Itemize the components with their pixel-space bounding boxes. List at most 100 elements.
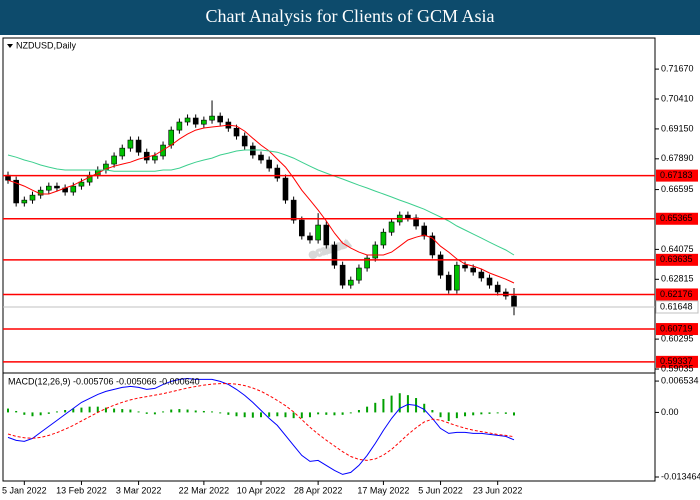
histogram-bar xyxy=(317,412,320,415)
last-price-label: 0.61648 xyxy=(660,301,693,311)
y-tick-label: 0.00 xyxy=(661,407,679,417)
candle-body xyxy=(470,267,476,273)
candle-body xyxy=(339,264,346,286)
candle-body xyxy=(421,225,428,237)
candle-body xyxy=(388,221,395,233)
candle-body xyxy=(274,167,281,179)
histogram-bar xyxy=(488,412,491,414)
histogram-bar xyxy=(390,395,393,413)
histogram-bar xyxy=(480,412,483,415)
y-tick-label: 0.69150 xyxy=(661,123,694,133)
candle-body xyxy=(356,267,362,281)
histogram-bar xyxy=(80,407,83,413)
x-tick-label: 28 Apr 2022 xyxy=(294,485,343,495)
y-tick-label: 0.66595 xyxy=(661,184,694,194)
candle-body xyxy=(209,115,215,121)
candle-body xyxy=(250,145,256,156)
histogram-bar xyxy=(341,412,344,415)
histogram-bar xyxy=(178,409,181,413)
x-tick-label: 17 May 2022 xyxy=(357,485,409,495)
histogram-bar xyxy=(431,410,434,413)
level-label: 0.60719 xyxy=(660,323,693,333)
histogram-bar xyxy=(333,412,336,416)
candle-body xyxy=(192,117,199,125)
last-price-box xyxy=(655,300,699,314)
histogram-bar xyxy=(23,412,26,415)
candle-body xyxy=(233,127,240,137)
y-tick-label: 0.71670 xyxy=(661,63,694,73)
y-tick-label: -0.013464 xyxy=(661,471,700,481)
level-label-box xyxy=(656,253,698,266)
candle-body xyxy=(486,277,493,286)
histogram-bar xyxy=(96,406,99,413)
symbol-arrow xyxy=(7,44,13,48)
histogram-bar xyxy=(113,408,116,413)
histogram-bar xyxy=(300,412,303,419)
candle-body xyxy=(176,121,183,131)
symbol-title: NZDUSD,Daily xyxy=(16,40,77,50)
candle-body xyxy=(323,224,330,246)
histogram-bar xyxy=(292,412,295,419)
histogram-bar xyxy=(439,412,442,418)
histogram-bar xyxy=(211,411,214,413)
histogram-bar xyxy=(202,410,205,413)
histogram-bar xyxy=(39,412,42,416)
histogram-bar xyxy=(72,408,75,413)
x-tick-label: 23 Jun 2022 xyxy=(473,485,523,495)
level-label-box xyxy=(656,288,698,301)
level-label-box xyxy=(656,355,698,368)
candle-body xyxy=(119,147,126,157)
level-label: 0.59337 xyxy=(660,356,693,366)
candle-body xyxy=(331,244,338,266)
candle-body xyxy=(405,214,411,219)
candle-body xyxy=(152,155,158,161)
histogram-bar xyxy=(15,410,18,413)
candle-body xyxy=(282,177,289,201)
histogram-bar xyxy=(504,412,507,414)
histogram-bar xyxy=(398,393,401,413)
moving-average xyxy=(7,149,515,256)
histogram-bar xyxy=(219,412,222,414)
candle-body xyxy=(241,135,248,147)
candle-body xyxy=(127,139,134,149)
candle-body xyxy=(380,231,387,246)
candle-body xyxy=(478,271,485,279)
histogram-bar xyxy=(496,412,499,414)
histogram-bar xyxy=(284,412,287,418)
level-label: 0.67183 xyxy=(660,170,693,180)
level-label: 0.62176 xyxy=(660,289,693,299)
title-bar xyxy=(0,0,700,35)
histogram-bar xyxy=(423,403,426,413)
level-label-box xyxy=(656,212,698,225)
histogram-bar xyxy=(47,412,50,414)
y-tick-label: 0.64075 xyxy=(661,244,694,254)
histogram-bar xyxy=(121,409,124,413)
histogram-bar xyxy=(276,412,279,417)
candle-body xyxy=(437,254,444,276)
candle-body xyxy=(307,235,313,241)
candle-body xyxy=(13,179,19,204)
histogram-bar xyxy=(129,409,132,413)
y-tick-label: 0.006534 xyxy=(661,375,699,385)
candle-body xyxy=(29,194,36,201)
candle-body xyxy=(46,185,52,191)
y-tick-label: 0.67890 xyxy=(661,153,694,163)
histogram-bar xyxy=(104,407,107,413)
level-label: 0.63635 xyxy=(660,254,693,264)
x-tick-label: 3 Mar 2022 xyxy=(116,485,162,495)
histogram-bar xyxy=(513,412,515,416)
candle-body xyxy=(511,295,517,308)
level-label-box xyxy=(656,323,698,336)
y-tick-label: 0.70410 xyxy=(661,93,694,103)
level-label-box xyxy=(656,169,698,182)
histogram-bar xyxy=(64,410,67,413)
histogram-bar xyxy=(260,412,262,418)
macd-line xyxy=(7,377,515,475)
page-title: Chart Analysis for Clients of GCM Asia xyxy=(206,6,495,26)
candle-body xyxy=(315,224,321,241)
y-tick-label: 0.62815 xyxy=(661,274,694,284)
candle-body xyxy=(445,274,452,291)
histogram-bar xyxy=(227,412,230,415)
candle-body xyxy=(54,185,60,189)
